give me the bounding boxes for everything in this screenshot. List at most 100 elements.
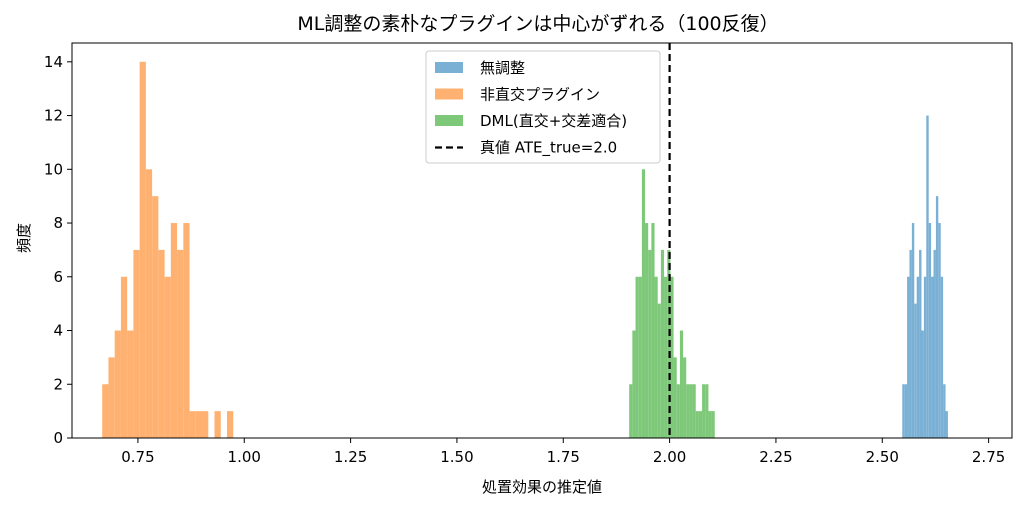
y-axis-label: 頻度 — [15, 223, 33, 253]
histogram-bar — [664, 276, 668, 438]
legend-item: 無調整 — [435, 59, 525, 77]
histogram-bar — [916, 276, 920, 438]
histogram-bar — [909, 249, 912, 438]
histogram-bar — [686, 384, 690, 438]
histogram-bar — [921, 330, 924, 438]
legend-swatch — [435, 62, 463, 73]
legend-item: 真値 ATE_true=2.0 — [435, 139, 617, 158]
histogram-bar — [654, 276, 658, 438]
histogram-bar — [102, 384, 109, 438]
y-tick-label: 8 — [53, 214, 63, 232]
x-tick-label: 2.25 — [759, 448, 792, 466]
histogram-bar — [926, 115, 929, 439]
y-tick-label: 2 — [53, 375, 63, 393]
histogram-bar — [120, 276, 128, 438]
histogram-bar — [938, 223, 941, 438]
plot-border — [71, 42, 1013, 439]
histogram-bar — [698, 411, 703, 438]
histogram-bar — [902, 384, 905, 438]
histogram-bar — [907, 276, 910, 438]
histogram-bar — [931, 276, 934, 438]
legend-item: DML(直交+交差適合) — [435, 112, 627, 130]
histogram-bar — [660, 249, 665, 438]
legend-label: 真値 ATE_true=2.0 — [480, 139, 617, 158]
legend-item: 非直交プラグイン — [435, 86, 600, 104]
histogram-bar — [195, 411, 203, 438]
chart-title: ML調整の素朴なプラグインは中心がずれる（100反復） — [297, 13, 778, 35]
histogram-bar — [933, 249, 936, 438]
histogram-bar — [708, 411, 712, 438]
histogram-bar — [711, 411, 715, 438]
histogram-bar — [226, 411, 234, 438]
histogram-bar — [904, 384, 908, 438]
histogram-bar — [114, 330, 121, 438]
histogram-bar — [705, 384, 709, 438]
y-tick-label: 10 — [44, 160, 63, 178]
histogram-bar — [158, 249, 165, 438]
legend-swatch — [435, 88, 463, 100]
plot-frame — [71, 42, 1013, 439]
histogram-bar — [127, 330, 134, 438]
x-tick-label: 2.50 — [866, 448, 899, 466]
histogram-bar — [695, 411, 699, 438]
histogram-bar — [702, 384, 706, 438]
histogram-bar — [152, 196, 159, 438]
histogram-bar — [670, 276, 674, 438]
x-tick-label: 1.00 — [228, 448, 261, 466]
histogram-bar — [914, 303, 917, 438]
legend-box — [425, 50, 661, 164]
histogram-bar — [635, 276, 639, 438]
histogram-bar — [170, 223, 178, 438]
histogram-bar — [679, 330, 684, 438]
histogram-bar — [632, 330, 636, 438]
histogram-bar — [923, 276, 927, 438]
x-axis-label: 処置効果の推定値 — [482, 478, 602, 496]
x-tick-label: 0.75 — [121, 448, 154, 466]
histogram-bar — [683, 357, 687, 438]
histogram-bar — [638, 276, 642, 438]
histogram-bar — [940, 276, 944, 438]
y-tick-label: 6 — [53, 268, 63, 286]
histogram-bar — [629, 384, 633, 438]
histogram-bar — [657, 303, 661, 438]
x-tick-label: 1.25 — [334, 448, 367, 466]
histogram-bar — [108, 357, 115, 438]
histogram-bar — [911, 223, 915, 438]
histogram-bar — [189, 411, 196, 438]
histogram-bar — [183, 223, 190, 438]
histogram-bar — [676, 384, 680, 438]
histogram-bar — [651, 223, 655, 438]
legend-label: DML(直交+交差適合) — [480, 112, 627, 130]
histogram-bar — [919, 249, 922, 438]
histogram-bar — [648, 249, 652, 438]
histogram-bar — [645, 223, 649, 438]
histogram-bar — [145, 169, 153, 439]
histogram-bar — [177, 249, 184, 438]
histogram-bar — [202, 411, 209, 438]
x-axis-ticks: 0.75 1.00 1.25 1.50 1.75 2.00 2.25 2.50 2.75 — [121, 438, 1005, 466]
histogram-bar — [164, 276, 171, 438]
histogram-bar — [945, 411, 948, 438]
histogram-bar — [928, 223, 932, 438]
y-tick-label: 14 — [44, 53, 63, 71]
legend-label: 無調整 — [480, 59, 525, 77]
y-tick-label: 4 — [53, 322, 63, 340]
x-tick-label: 1.75 — [547, 448, 580, 466]
histogram-bar — [133, 249, 140, 438]
histogram-bar — [673, 357, 677, 438]
histogram-bar — [689, 384, 693, 438]
y-tick-label: 12 — [44, 107, 63, 125]
x-tick-label: 1.50 — [440, 448, 473, 466]
histogram-bar — [214, 411, 221, 438]
y-tick-label: 0 — [53, 429, 63, 447]
legend-label: 非直交プラグイン — [480, 86, 600, 104]
histogram-bar — [943, 384, 946, 438]
x-tick-label: 2.75 — [972, 448, 1005, 466]
y-axis-ticks: 0 2 4 6 8 10 12 14 — [44, 53, 72, 447]
x-tick-label: 2.00 — [653, 448, 686, 466]
histogram-bar — [935, 196, 939, 438]
legend-swatch — [435, 115, 463, 126]
histogram-bar — [139, 61, 146, 439]
